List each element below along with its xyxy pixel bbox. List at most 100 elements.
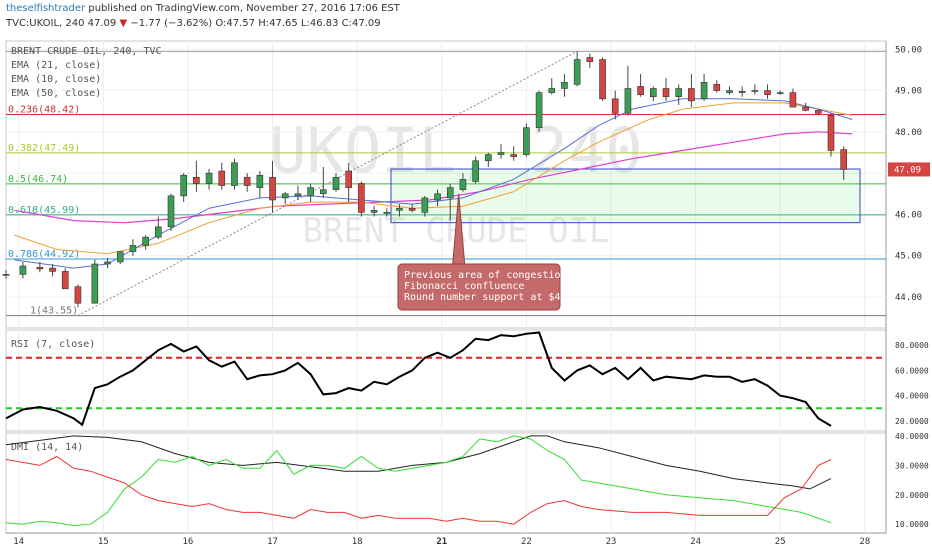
ohlc-line: TVC:UKOIL, 240 47.09 ▼ −1.77 (−3.62%) O:…: [6, 18, 381, 29]
published-on-text: published on TradingView.com, November 2…: [88, 3, 400, 14]
candle-body: [294, 193, 302, 197]
dmi-tick-label: 20.0000: [895, 491, 929, 500]
ema10-line: [14, 102, 853, 255]
rsi-tick-label: 40.0000: [895, 392, 929, 401]
last-price-label: 47.09: [894, 165, 921, 175]
ema50-line: [14, 131, 853, 224]
candle-body: [129, 245, 137, 252]
x-tick-label: 24: [690, 537, 701, 547]
candle-body: [713, 84, 721, 91]
change-label: −1.77 (−3.62%): [130, 18, 213, 29]
candle-body: [840, 149, 847, 170]
fib-level-label: 1(43.55): [30, 306, 78, 317]
dmi-tick-label: 30.0000: [895, 461, 929, 470]
publisher-username[interactable]: theselfishtrader: [6, 3, 86, 14]
x-tick-label: 25: [775, 537, 786, 547]
candle-body: [827, 115, 835, 151]
ohlc-values: O:47.57 H:47.65 L:46.83 C:47.09: [215, 18, 381, 29]
candle-body: [49, 267, 56, 272]
x-tick-label: 16: [183, 537, 194, 547]
candle-body: [104, 261, 111, 265]
candle-body: [269, 176, 276, 201]
fib-level-label: 0.382(47.49): [8, 143, 80, 154]
candle-body: [421, 197, 429, 213]
candle-body: [218, 170, 226, 186]
price-tick-label: 48.00: [895, 128, 922, 138]
price-tick-label: 44.00: [895, 293, 922, 303]
candle-body: [155, 226, 162, 238]
candle-body: [36, 266, 44, 270]
candle-body: [61, 271, 69, 290]
dmi-title: DMI (14, 14): [11, 442, 83, 453]
candle-body: [396, 207, 403, 211]
candle-body: [459, 179, 467, 190]
candle-body: [789, 92, 797, 108]
congestion-box: [390, 168, 861, 224]
candle-body: [142, 236, 149, 246]
price-tick-label: 50.00: [895, 45, 922, 55]
x-tick-label: 23: [606, 537, 617, 547]
candle-body: [307, 187, 314, 197]
dmi-series-di-line: [5, 455, 832, 525]
x-tick-label: 18: [352, 537, 363, 547]
annotation-box: [397, 263, 561, 311]
candle-body: [561, 81, 568, 89]
candle-body: [815, 110, 822, 114]
candle-body: [624, 88, 632, 114]
candle-body: [776, 92, 784, 94]
fib-level-label: 0.786(44.92): [8, 249, 80, 260]
candle-body: [726, 90, 733, 93]
candle-body: [243, 176, 251, 186]
dmi-tick-label: 10.0000: [895, 520, 929, 529]
candle-body: [205, 172, 213, 184]
x-tick-label: 14: [13, 537, 24, 547]
rsi-line: [5, 331, 832, 427]
dmi-tick-label: 40.0000: [895, 432, 929, 441]
price-tick-label: 49.00: [895, 87, 922, 97]
down-arrow-icon: ▼: [119, 18, 128, 29]
candle-body: [74, 286, 82, 304]
price-tick-label: 45.00: [895, 252, 922, 262]
candle-body: [599, 59, 606, 100]
candle-body: [802, 106, 809, 111]
candle-body: [116, 251, 124, 263]
rsi-tick-label: 20.0000: [895, 417, 929, 426]
candle-body: [193, 176, 200, 184]
candle-body: [523, 127, 530, 155]
candle-body: [281, 193, 289, 199]
legend-entry: BRENT CRUDE OIL, 240, TVC: [11, 46, 162, 57]
candle-body: [2, 274, 10, 276]
candle-body: [510, 154, 517, 157]
candle-body: [688, 88, 695, 102]
legend-entry: EMA (50, close): [11, 88, 101, 99]
fib-level-label: 0.5(46.74): [8, 174, 68, 185]
annotation-text: Previous area of congestion: [404, 270, 567, 281]
candle-body: [751, 90, 759, 92]
candle-body: [408, 207, 416, 211]
candle-body: [611, 98, 619, 114]
candle-body: [231, 162, 238, 186]
candle-body: [434, 193, 441, 201]
annotation-text: Fibonacci confluence: [404, 281, 524, 292]
candle-body: [472, 160, 479, 182]
legend-entry: EMA (10, close): [11, 74, 101, 85]
symbol-label: TVC:UKOIL, 240 47.09: [6, 18, 117, 29]
candle-body: [446, 187, 454, 199]
rsi-tick-label: 60.0000: [895, 366, 929, 375]
rsi-title: RSI (7, close): [11, 339, 95, 350]
candle-body: [535, 92, 543, 129]
candle-body: [370, 210, 378, 213]
candle-body: [167, 195, 175, 228]
x-tick-label: 22: [521, 537, 532, 547]
candle-body: [358, 183, 365, 213]
candle-body: [485, 154, 492, 162]
x-tick-label: 28: [859, 537, 870, 547]
candle-body: [91, 263, 99, 304]
candle-body: [675, 88, 682, 98]
candle-body: [764, 90, 771, 95]
candle-body: [332, 176, 340, 190]
candle-body: [383, 212, 391, 214]
candle-body: [497, 152, 505, 155]
